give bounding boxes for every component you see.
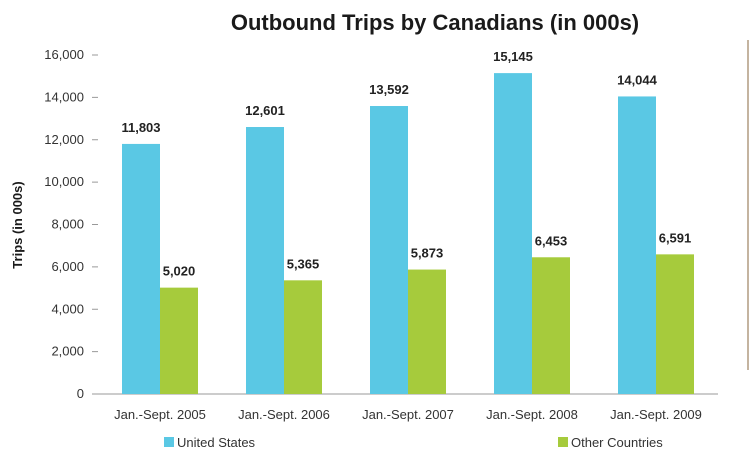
bar-other-countries [656, 254, 694, 394]
x-tick-label: Jan.-Sept. 2005 [114, 407, 206, 422]
data-label: 15,145 [493, 49, 533, 64]
y-tick-label: 6,000 [51, 259, 84, 274]
y-tick-label: 14,000 [44, 89, 84, 104]
bar-other-countries [284, 280, 322, 394]
y-tick-label: 0 [77, 386, 84, 401]
bar-united-states [618, 96, 656, 394]
legend: United States Other Countries [164, 435, 663, 450]
y-axis-label: Trips (in 000s) [10, 181, 25, 268]
bars-group: 11,803 5,020 12,601 5,365 13,592 5,873 15,145 6… [121, 49, 694, 395]
data-label: 5,020 [163, 264, 196, 279]
y-tick-label: 12,000 [44, 132, 84, 147]
data-label: 6,453 [535, 233, 568, 248]
data-label: 14,044 [617, 72, 658, 87]
data-label: 12,601 [245, 103, 285, 118]
x-tick-label: Jan.-Sept. 2009 [610, 407, 702, 422]
y-tick-label: 2,000 [51, 344, 84, 359]
bar-other-countries [408, 269, 446, 394]
y-tick-label: 16,000 [44, 47, 84, 62]
y-axis: 0 2,000 4,000 6,000 8,000 10,000 12,000 14,000 1… [44, 47, 718, 401]
y-tick-label: 8,000 [51, 217, 84, 232]
legend-swatch [558, 437, 568, 447]
data-label: 13,592 [369, 82, 409, 97]
legend-label: United States [177, 435, 256, 450]
bar-other-countries [160, 287, 198, 394]
data-label: 5,365 [287, 256, 320, 271]
bar-united-states [370, 106, 408, 394]
x-tick-label: Jan.-Sept. 2007 [362, 407, 454, 422]
data-label: 6,591 [659, 230, 692, 245]
x-axis: Jan.-Sept. 2005 Jan.-Sept. 2006 Jan.-Sept.… [114, 407, 702, 422]
data-label: 11,803 [121, 120, 160, 135]
bar-united-states [122, 143, 160, 394]
legend-swatch [164, 437, 174, 447]
y-tick-label: 4,000 [51, 301, 84, 316]
x-tick-label: Jan.-Sept. 2008 [486, 407, 578, 422]
data-label: 5,873 [411, 246, 444, 261]
chart-title: Outbound Trips by Canadians (in 000s) [231, 10, 639, 35]
legend-label: Other Countries [571, 435, 663, 450]
bar-united-states [494, 73, 532, 395]
bar-other-countries [532, 257, 570, 394]
y-tick-label: 10,000 [44, 174, 84, 189]
bar-united-states [246, 127, 284, 395]
x-tick-label: Jan.-Sept. 2006 [238, 407, 330, 422]
